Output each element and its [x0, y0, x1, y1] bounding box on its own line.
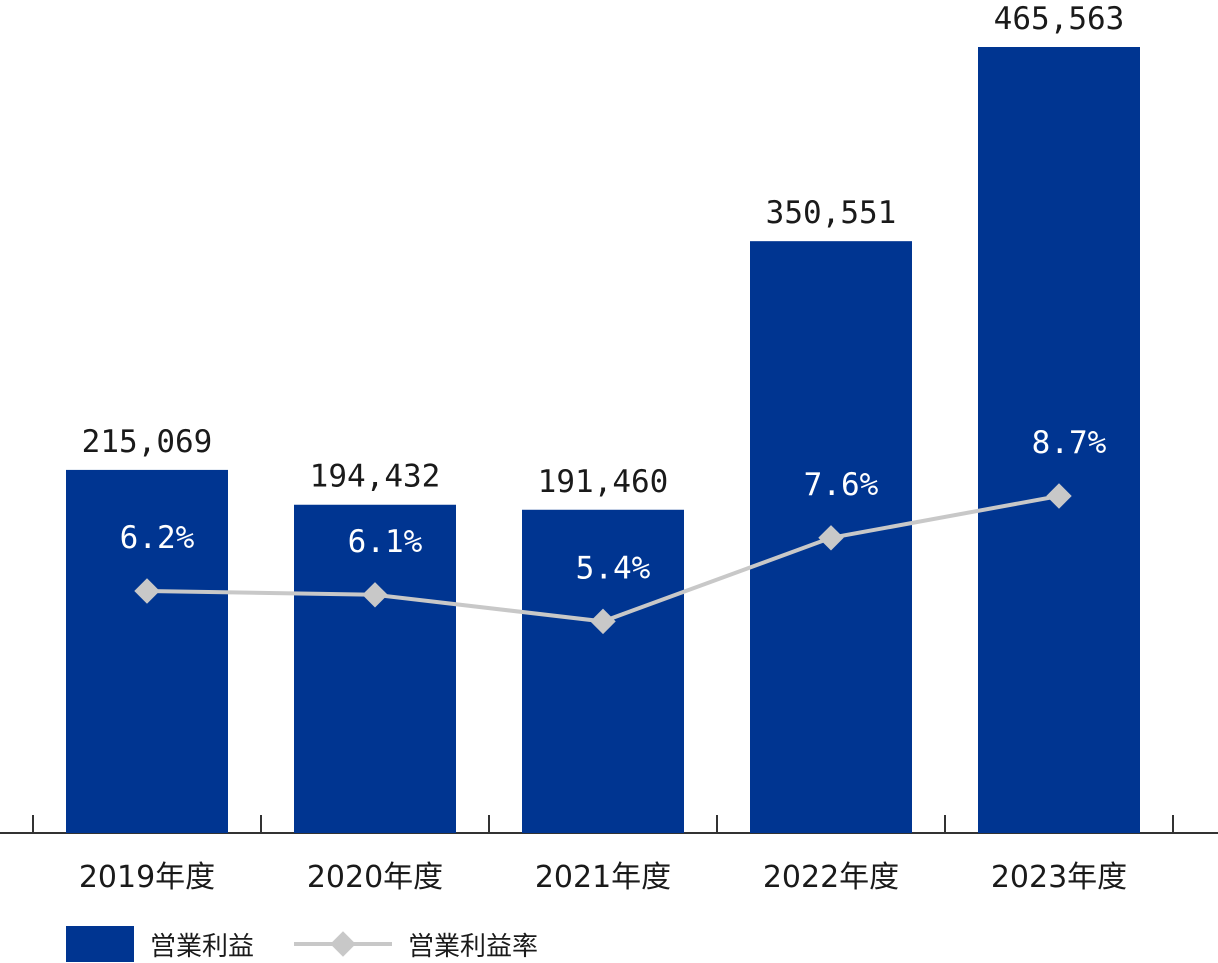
x-tick-label: 2022年度	[763, 860, 899, 895]
line-point	[134, 578, 160, 604]
x-axis: 2019年度 2020年度 2021年度 2022年度 2023年度	[0, 815, 1218, 895]
line-point	[362, 582, 388, 608]
legend-item-operating-profit: 営業利益	[66, 926, 254, 963]
line-point	[818, 525, 844, 551]
line-value-label: 5.4%	[576, 550, 651, 586]
bar-value-label: 465,563	[994, 1, 1125, 37]
x-tick-label: 2021年度	[535, 860, 671, 895]
bar	[978, 47, 1140, 833]
data-labels: 215,069 194,432 191,460 350,551 465,563 6.2% 6…	[82, 1, 1125, 586]
chart: 2019年度 2020年度 2021年度 2022年度 2023年度 215,069 19…	[0, 1, 1218, 895]
legend: 営業利益 営業利益率	[66, 926, 578, 962]
legend-bar-swatch	[66, 926, 134, 962]
bar	[66, 469, 228, 833]
bar-value-label: 215,069	[82, 424, 213, 460]
diamond-marker-icon	[330, 931, 356, 957]
x-tick-label: 2020年度	[307, 860, 443, 895]
line-value-label: 7.6%	[804, 467, 879, 503]
bar	[294, 504, 456, 833]
line-point	[590, 608, 616, 635]
legend-label-operating-margin: 営業利益率	[408, 931, 539, 962]
line-value-label: 6.2%	[120, 520, 195, 556]
bar-value-label: 350,551	[766, 195, 897, 231]
legend-line-swatch	[294, 926, 393, 962]
legend-label-operating-profit: 営業利益	[150, 931, 255, 962]
line-value-label: 6.1%	[348, 524, 423, 560]
line-value-label: 8.7%	[1032, 425, 1107, 461]
bar-series	[66, 47, 1140, 833]
bar	[522, 509, 684, 833]
bar-value-label: 191,460	[538, 464, 669, 500]
bar-value-label: 194,432	[310, 459, 441, 495]
legend-item-operating-margin: 営業利益率	[294, 926, 538, 963]
x-tick-label: 2023年度	[991, 860, 1127, 895]
x-tick-label: 2019年度	[79, 860, 215, 895]
